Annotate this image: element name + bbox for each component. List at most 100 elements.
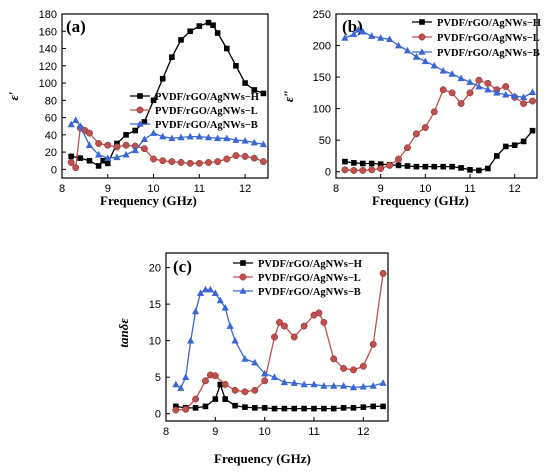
data-point bbox=[122, 150, 130, 158]
chart-panel-1: 8 9 10 11 12020406080100120140160180Frequenc… bbox=[6, 9, 269, 208]
data-point bbox=[330, 382, 338, 389]
y-tick-label: 140 bbox=[39, 44, 57, 56]
data-point bbox=[132, 127, 139, 134]
data-point bbox=[421, 124, 429, 131]
data-point bbox=[330, 405, 337, 412]
series-H bbox=[68, 19, 267, 169]
panel-label: (a) bbox=[66, 17, 86, 36]
data-point bbox=[226, 322, 234, 329]
data-point bbox=[177, 159, 185, 166]
data-point bbox=[440, 163, 446, 170]
data-point bbox=[271, 405, 278, 412]
y-tick-label: 250 bbox=[313, 9, 331, 21]
data-point bbox=[300, 322, 308, 330]
legend-entry: PVDF/rGO/AgNWs−H bbox=[412, 18, 541, 29]
data-point bbox=[67, 159, 75, 166]
series-B bbox=[67, 116, 268, 161]
data-point bbox=[511, 142, 518, 148]
data-point bbox=[380, 403, 386, 410]
data-point bbox=[104, 154, 112, 161]
legend-entry: PVDF/rGO/AgNWs−B bbox=[233, 287, 361, 298]
plot-frame bbox=[165, 252, 389, 422]
data-point bbox=[502, 90, 510, 98]
x-axis-title: Frequency (GHz) bbox=[372, 193, 469, 208]
y-tick-label: 200 bbox=[313, 41, 331, 53]
data-point bbox=[149, 129, 158, 136]
data-point bbox=[122, 141, 130, 149]
x-tick-label: 12 bbox=[509, 183, 521, 195]
data-point bbox=[86, 157, 93, 164]
x-axis-title: Frequency (GHz) bbox=[214, 451, 311, 466]
data-point bbox=[290, 379, 298, 386]
data-point bbox=[377, 161, 384, 167]
data-point bbox=[430, 61, 438, 69]
legend-marker bbox=[136, 106, 144, 114]
data-point bbox=[192, 405, 199, 411]
data-point bbox=[320, 382, 328, 389]
legend-label: PVDF/rGO/AgNWs−B bbox=[155, 120, 258, 131]
data-point bbox=[354, 25, 362, 33]
data-point bbox=[242, 80, 248, 86]
data-point bbox=[206, 285, 214, 293]
x-tick-label: 9 bbox=[105, 183, 111, 195]
x-tick-label: 10 bbox=[259, 426, 271, 438]
x-tick-label: 8 bbox=[163, 426, 169, 438]
data-point bbox=[403, 46, 412, 54]
data-point bbox=[379, 270, 387, 277]
data-point bbox=[250, 154, 258, 162]
data-point bbox=[290, 333, 298, 341]
legend-marker bbox=[240, 260, 246, 266]
data-point bbox=[368, 160, 375, 167]
x-tick-label: 8 bbox=[333, 183, 339, 195]
data-point bbox=[241, 388, 249, 396]
data-point bbox=[187, 28, 193, 35]
data-point bbox=[421, 57, 429, 65]
legend-entry: PVDF/rGO/AgNWs−H bbox=[130, 92, 259, 103]
data-point bbox=[395, 162, 402, 169]
x-tick-label: 9 bbox=[212, 426, 218, 438]
y-tick-label: 80 bbox=[45, 95, 57, 107]
y-tick-label: 0 bbox=[155, 409, 161, 421]
data-point bbox=[291, 405, 298, 412]
data-point bbox=[76, 122, 84, 130]
data-point bbox=[359, 27, 367, 35]
data-point bbox=[412, 53, 420, 60]
data-point bbox=[368, 32, 376, 39]
data-point bbox=[386, 35, 394, 43]
data-point bbox=[261, 369, 269, 377]
legend-label: PVDF/rGO/AgNWs−L bbox=[155, 106, 258, 117]
legend-marker bbox=[419, 19, 425, 25]
data-point bbox=[360, 160, 366, 167]
x-tick-label: 10 bbox=[147, 183, 159, 195]
data-point bbox=[251, 358, 259, 366]
data-point bbox=[182, 373, 190, 380]
data-point bbox=[350, 30, 358, 37]
x-tick-label: 8 bbox=[59, 183, 65, 195]
data-point bbox=[86, 129, 93, 137]
data-point bbox=[310, 380, 318, 388]
y-tick-label: 15 bbox=[149, 299, 161, 311]
data-point bbox=[520, 100, 528, 108]
data-point bbox=[485, 165, 491, 172]
data-point bbox=[192, 307, 200, 315]
chart-panel-3: 8 9 10 11 12 0 5 10 15 20 Frequency (GHz) tanδε (c) P… bbox=[116, 252, 389, 466]
data-point bbox=[458, 165, 464, 171]
data-point bbox=[281, 405, 288, 412]
series-L bbox=[67, 124, 267, 172]
series-line bbox=[344, 130, 533, 172]
data-point bbox=[231, 386, 239, 394]
data-point bbox=[412, 130, 420, 138]
y-tick-label: 10 bbox=[149, 336, 161, 348]
data-point bbox=[186, 132, 194, 140]
data-point bbox=[210, 22, 216, 29]
data-point bbox=[494, 153, 500, 159]
legend-label: PVDF/rGO/AgNWs−H bbox=[258, 259, 362, 270]
legend-label: PVDF/rGO/AgNWs−B bbox=[258, 287, 361, 298]
data-point bbox=[502, 143, 509, 150]
legend-entry: PVDF/rGO/AgNWs−L bbox=[130, 106, 258, 117]
data-point bbox=[140, 135, 148, 142]
data-point bbox=[172, 380, 180, 388]
data-point bbox=[196, 23, 203, 29]
data-point bbox=[360, 404, 367, 410]
